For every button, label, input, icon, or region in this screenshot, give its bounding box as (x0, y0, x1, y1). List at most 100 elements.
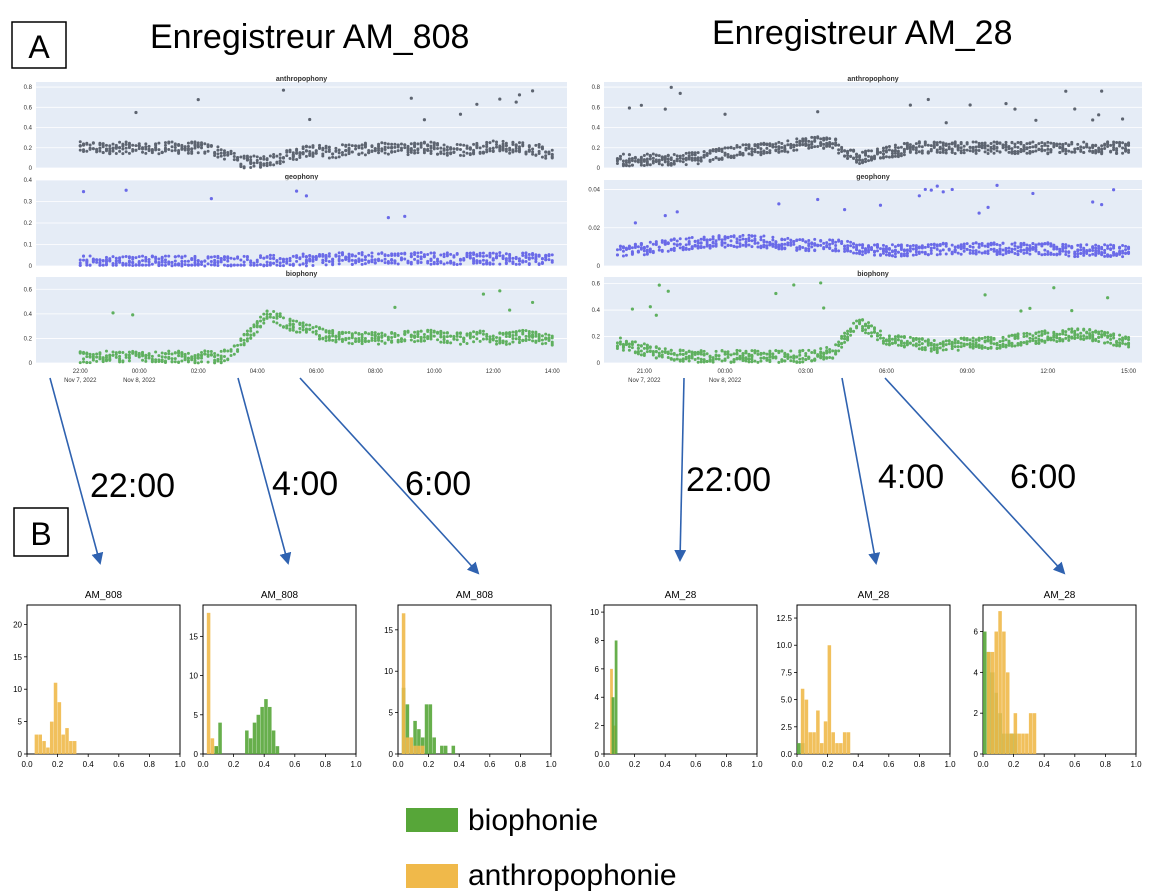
scatter-point (926, 339, 930, 343)
scatter-point (744, 143, 748, 147)
scatter-point (478, 339, 482, 343)
scatter-point (360, 333, 364, 337)
scatter-point (801, 238, 805, 242)
scatter-point (1004, 148, 1008, 152)
scatter-point (846, 151, 850, 155)
scatter-point (932, 243, 936, 247)
scatter-point (1091, 245, 1095, 249)
scatter-point (242, 165, 246, 169)
scatter-point (262, 163, 266, 167)
histogram-bar-anthropophonie (816, 710, 820, 754)
scatter-point (186, 147, 190, 151)
scatter-point (1010, 333, 1014, 337)
scatter-point (1076, 255, 1080, 259)
scatter-point (1109, 150, 1113, 154)
scatter-point (729, 155, 733, 159)
scatter-point (498, 254, 502, 258)
scatter-point (822, 352, 826, 356)
scatter-point (813, 136, 817, 140)
scatter-point (1076, 333, 1080, 337)
scatter-point (789, 359, 793, 363)
scatter-point (163, 141, 167, 145)
scatter-point (370, 251, 374, 255)
scatter-point (774, 349, 778, 353)
histogram-bar-biophonie (451, 745, 456, 754)
scatter-point (1073, 333, 1077, 337)
panel-b-box (13, 507, 69, 557)
scatter-point (1076, 142, 1080, 146)
scatter-point (774, 148, 778, 152)
scatter-point (1061, 339, 1065, 343)
scatter-point (206, 350, 210, 354)
scatter-point (324, 336, 328, 340)
scatter-point (750, 245, 754, 249)
scatter-outlier (654, 313, 658, 317)
scatter-point (98, 355, 102, 359)
scatter-point (196, 356, 200, 360)
scatter-point (239, 263, 243, 267)
scatter-point (801, 143, 805, 147)
scatter-point (1025, 331, 1029, 335)
scatter-point (699, 156, 703, 160)
histogram-bar-biophonie (260, 706, 264, 754)
scatter-point (154, 146, 158, 150)
histogram-bar-biophonie (443, 745, 448, 754)
scatter-point (304, 261, 308, 265)
scatter-point (645, 343, 649, 347)
scatter-point (452, 147, 456, 151)
scatter-point (998, 250, 1002, 254)
scatter-point (884, 342, 888, 346)
scatter-point (334, 149, 338, 153)
scatter-point (442, 143, 446, 147)
scatter-point (340, 153, 344, 157)
scatter-point (920, 348, 924, 352)
scatter-point (380, 251, 384, 255)
scatter-point (337, 251, 341, 255)
scatter-point (1004, 343, 1008, 347)
x-tick-label: 0.4 (454, 760, 466, 769)
scatter-point (495, 339, 499, 343)
scatter-panel-am28: anthropophony00.20.40.60.8geophony00.020… (588, 76, 1142, 384)
scatter-point (262, 263, 266, 267)
scatter-point (88, 354, 92, 358)
scatter-point (636, 352, 640, 356)
scatter-point (475, 261, 479, 265)
scatter-point (801, 246, 805, 250)
scatter-point (726, 153, 730, 157)
scatter-point (669, 352, 673, 356)
scatter-point (756, 360, 760, 364)
scatter-outlier (923, 187, 927, 192)
scatter-point (531, 339, 535, 343)
scatter-point (816, 135, 820, 139)
scatter-point (436, 262, 440, 266)
scatter-point (298, 256, 302, 260)
scatter-point (723, 352, 727, 356)
scatter-point (666, 351, 670, 355)
scatter-point (621, 342, 625, 346)
scatter-point (639, 344, 643, 348)
scatter-point (618, 340, 622, 344)
histogram-bar-anthropophonie (420, 745, 425, 754)
x-tick-label: 0.2 (228, 760, 240, 769)
scatter-point (983, 251, 987, 255)
scatter-point (157, 262, 161, 266)
x-tick-label: 1.0 (545, 760, 557, 769)
scatter-point (1100, 252, 1104, 256)
histogram-bar-anthropophonie (417, 745, 421, 754)
histogram-bar-anthropophonie (808, 732, 812, 754)
scatter-point (409, 255, 413, 259)
scatter-point (1064, 336, 1068, 340)
scatter-point (947, 248, 951, 252)
scatter-point (357, 340, 361, 344)
scatter-point (390, 258, 394, 262)
scatter-point (977, 338, 981, 342)
scatter-point (804, 141, 808, 145)
scatter-point (971, 251, 975, 255)
scatter-point (935, 253, 939, 257)
scatter-point (621, 348, 625, 352)
x-tick-label: 0.2 (1008, 760, 1020, 769)
scatter-point (327, 338, 331, 342)
scatter-point (941, 344, 945, 348)
scatter-point (947, 142, 951, 146)
scatter-point (843, 337, 847, 341)
